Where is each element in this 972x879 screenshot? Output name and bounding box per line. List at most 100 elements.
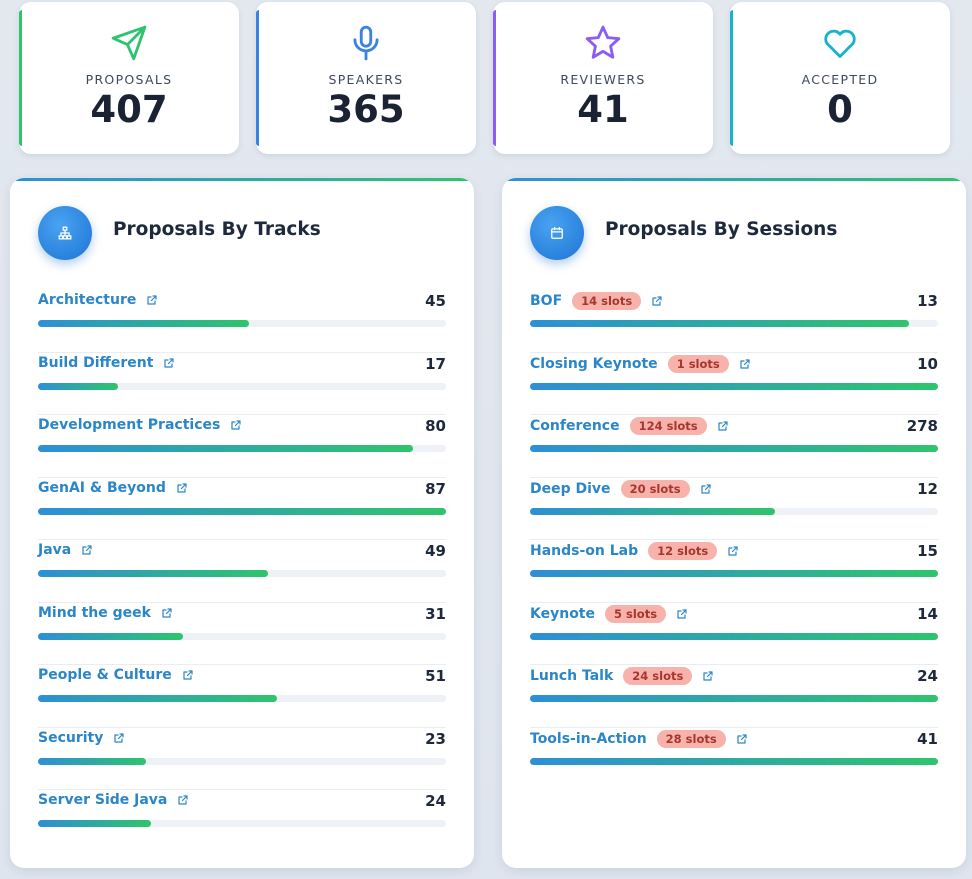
row-label[interactable]: Keynote — [530, 605, 595, 622]
external-link-icon[interactable] — [700, 483, 712, 495]
progress-fill — [38, 507, 446, 515]
slots-badge: 20 slots — [620, 479, 690, 498]
row-label-link[interactable]: Lunch Talk 24 slots — [530, 667, 714, 685]
external-link-icon[interactable] — [146, 294, 158, 306]
external-link-icon[interactable] — [676, 608, 688, 620]
row-label[interactable]: Build Different — [38, 354, 154, 371]
external-link-icon[interactable] — [717, 420, 729, 432]
row-label-link[interactable]: BOF 14 slots — [530, 292, 663, 310]
tracks-panel: Proposals By Tracks Architecture 45 Build … — [10, 178, 474, 868]
progress-track — [530, 445, 938, 452]
card-accent — [256, 10, 259, 146]
row-count: 45 — [425, 292, 446, 310]
progress-fill — [530, 632, 938, 640]
list-item: Development Practices 80 — [38, 415, 446, 478]
external-link-icon[interactable] — [727, 545, 739, 557]
row-label[interactable]: Security — [38, 729, 104, 746]
row-label-link[interactable]: Development Practices — [38, 417, 242, 433]
external-link-icon[interactable] — [182, 669, 194, 681]
list-item: Tools-in-Action 28 slots 41 — [530, 728, 938, 791]
card-accent — [730, 10, 733, 146]
external-link-icon[interactable] — [177, 794, 189, 806]
row-label[interactable]: Development Practices — [38, 417, 221, 433]
progress-track — [530, 757, 938, 765]
row-label-link[interactable]: Security — [38, 730, 125, 746]
stat-label: SPEAKERS — [328, 72, 404, 87]
external-link-icon[interactable] — [230, 419, 242, 431]
row-label-link[interactable]: Architecture — [38, 292, 158, 308]
progress-fill — [530, 757, 938, 765]
progress-track — [38, 820, 446, 827]
panel-accent-bar — [10, 178, 474, 181]
panel-title: Proposals By Tracks — [113, 219, 321, 240]
external-link-icon[interactable] — [702, 670, 714, 682]
row-count: 41 — [917, 729, 938, 748]
progress-track — [38, 695, 446, 702]
list-item: BOF 14 slots 13 — [530, 290, 938, 353]
row-count: 24 — [917, 667, 938, 685]
row-label-link[interactable]: Keynote 5 slots — [530, 604, 688, 623]
progress-track — [38, 757, 446, 765]
progress-fill — [530, 695, 938, 702]
row-label-link[interactable]: Server Side Java — [38, 792, 189, 808]
external-link-icon[interactable] — [739, 358, 751, 370]
external-link-icon[interactable] — [176, 482, 188, 494]
progress-fill — [38, 632, 184, 640]
row-label[interactable]: Closing Keynote — [530, 355, 658, 372]
row-count: 17 — [425, 354, 446, 373]
row-label[interactable]: Lunch Talk — [530, 668, 614, 684]
row-label[interactable]: Java — [38, 542, 72, 558]
row-label[interactable]: Conference — [530, 418, 620, 434]
row-label-link[interactable]: Java — [38, 542, 93, 558]
slots-badge: 5 slots — [605, 604, 667, 623]
row-label-link[interactable]: Tools-in-Action 28 slots — [530, 729, 748, 748]
list-item: People & Culture 51 — [38, 665, 446, 728]
tracks-list: Architecture 45 Build Different 17 Developme… — [38, 290, 446, 853]
row-count: 31 — [425, 604, 446, 623]
list-item: Architecture 45 — [38, 290, 446, 353]
progress-fill — [38, 570, 268, 577]
row-label[interactable]: Tools-in-Action — [530, 730, 647, 747]
row-label-link[interactable]: Build Different — [38, 355, 175, 371]
progress-fill — [38, 382, 118, 390]
row-label-link[interactable]: Hands-on Lab 12 slots — [530, 542, 739, 560]
row-count: 49 — [425, 542, 446, 560]
list-item: Closing Keynote 1 slots 10 — [530, 353, 938, 415]
row-count: 15 — [917, 542, 938, 560]
stat-card-speakers: SPEAKERS 365 — [256, 2, 476, 154]
row-label[interactable]: People & Culture — [38, 667, 172, 683]
external-link-icon[interactable] — [81, 544, 93, 556]
row-label[interactable]: Deep Dive — [530, 480, 611, 497]
slots-badge: 124 slots — [629, 417, 707, 435]
progress-fill — [38, 757, 146, 765]
external-link-icon[interactable] — [163, 357, 175, 369]
row-label-link[interactable]: Conference 124 slots — [530, 417, 729, 435]
external-link-icon[interactable] — [651, 295, 663, 307]
row-label[interactable]: Hands-on Lab — [530, 543, 639, 559]
row-label-link[interactable]: Mind the geek — [38, 605, 173, 621]
card-accent — [493, 10, 496, 146]
external-link-icon[interactable] — [736, 733, 748, 745]
row-label-link[interactable]: Deep Dive 20 slots — [530, 479, 712, 498]
row-label[interactable]: GenAI & Beyond — [38, 479, 166, 496]
external-link-icon[interactable] — [113, 732, 125, 744]
row-count: 14 — [917, 604, 938, 623]
row-label-link[interactable]: GenAI & Beyond — [38, 480, 188, 496]
panel-accent-bar — [502, 178, 966, 181]
progress-track — [38, 632, 446, 640]
list-item: Mind the geek 31 — [38, 603, 446, 665]
row-label[interactable]: BOF — [530, 293, 563, 309]
row-label-link[interactable]: People & Culture — [38, 667, 194, 683]
row-label[interactable]: Mind the geek — [38, 604, 151, 621]
slots-badge: 1 slots — [667, 354, 729, 373]
row-label[interactable]: Server Side Java — [38, 792, 168, 808]
list-item: Hands-on Lab 12 slots 15 — [530, 540, 938, 603]
external-link-icon[interactable] — [161, 607, 173, 619]
progress-fill — [530, 320, 910, 327]
row-label[interactable]: Architecture — [38, 292, 137, 308]
stat-card-reviewers: REVIEWERS 41 — [493, 2, 713, 154]
row-count: 80 — [425, 417, 446, 435]
list-item: Deep Dive 20 slots 12 — [530, 478, 938, 540]
list-item: Security 23 — [38, 728, 446, 790]
row-label-link[interactable]: Closing Keynote 1 slots — [530, 354, 751, 373]
